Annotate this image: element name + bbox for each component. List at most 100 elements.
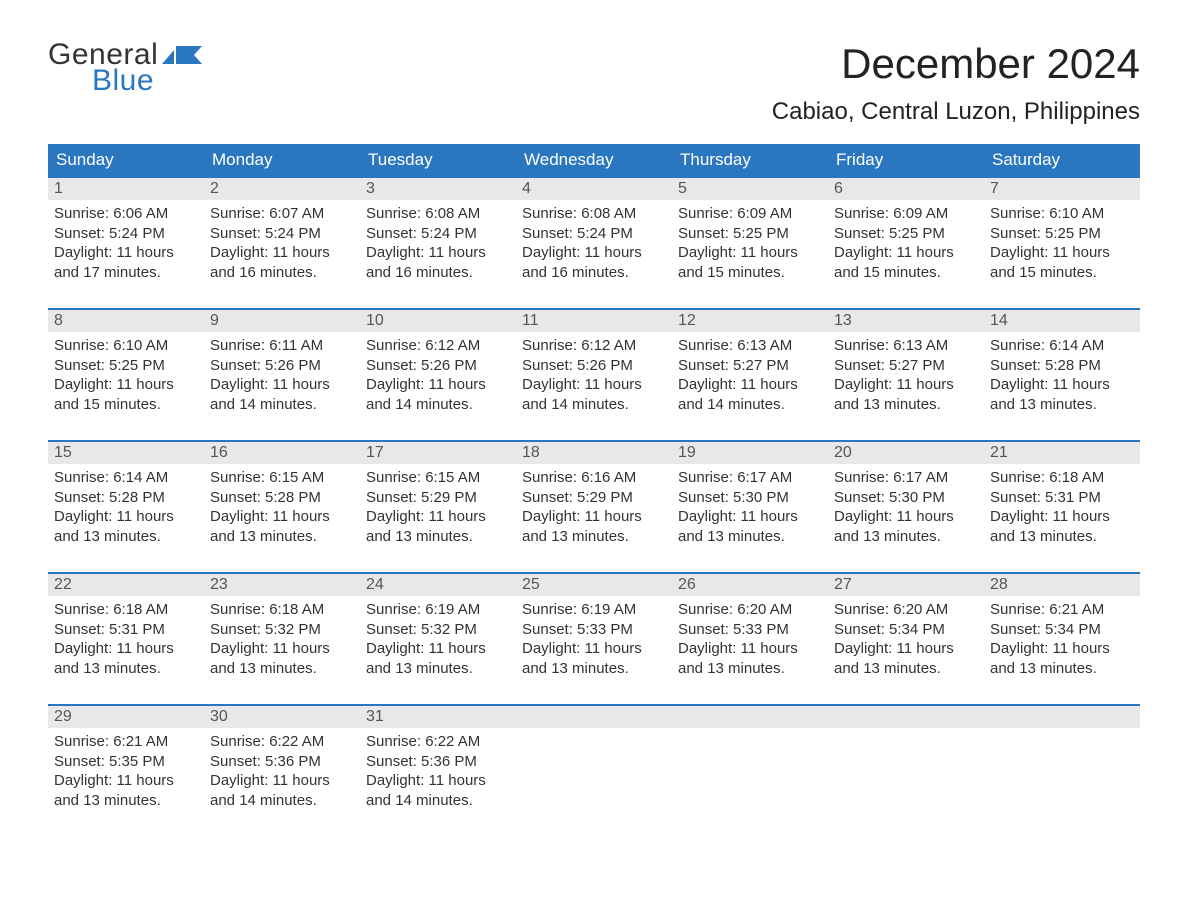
day-number: 19 xyxy=(672,442,828,464)
calendar-week: 1234567Sunrise: 6:06 AMSunset: 5:24 PMDa… xyxy=(48,176,1140,288)
day-cell: Sunrise: 6:09 AMSunset: 5:25 PMDaylight:… xyxy=(828,200,984,288)
day-cell: Sunrise: 6:13 AMSunset: 5:27 PMDaylight:… xyxy=(828,332,984,420)
sunset-text: Sunset: 5:32 PM xyxy=(210,620,354,640)
calendar-week: 22232425262728Sunrise: 6:18 AMSunset: 5:… xyxy=(48,572,1140,684)
day-cell: Sunrise: 6:19 AMSunset: 5:32 PMDaylight:… xyxy=(360,596,516,684)
day-cell: Sunrise: 6:10 AMSunset: 5:25 PMDaylight:… xyxy=(48,332,204,420)
sunrise-text: Sunrise: 6:18 AM xyxy=(210,600,354,620)
day-cell: Sunrise: 6:17 AMSunset: 5:30 PMDaylight:… xyxy=(828,464,984,552)
sunrise-text: Sunrise: 6:12 AM xyxy=(366,336,510,356)
sunset-text: Sunset: 5:26 PM xyxy=(366,356,510,376)
sunset-text: Sunset: 5:31 PM xyxy=(990,488,1134,508)
day-of-week-header: Sunday Monday Tuesday Wednesday Thursday… xyxy=(48,144,1140,176)
dow-saturday: Saturday xyxy=(984,144,1140,176)
daylight-text: Daylight: 11 hours and 14 minutes. xyxy=(366,375,510,414)
header: General Blue December 2024 Cabiao, Centr… xyxy=(48,40,1140,126)
day-number: 13 xyxy=(828,310,984,332)
day-number: 5 xyxy=(672,178,828,200)
daylight-text: Daylight: 11 hours and 13 minutes. xyxy=(366,639,510,678)
day-number: 1 xyxy=(48,178,204,200)
daylight-text: Daylight: 11 hours and 13 minutes. xyxy=(990,639,1134,678)
day-cell: Sunrise: 6:15 AMSunset: 5:28 PMDaylight:… xyxy=(204,464,360,552)
daylight-text: Daylight: 11 hours and 13 minutes. xyxy=(210,507,354,546)
day-number: 11 xyxy=(516,310,672,332)
daylight-text: Daylight: 11 hours and 13 minutes. xyxy=(54,507,198,546)
sunrise-text: Sunrise: 6:22 AM xyxy=(366,732,510,752)
day-number: 6 xyxy=(828,178,984,200)
day-number-row: 1234567 xyxy=(48,178,1140,200)
daylight-text: Daylight: 11 hours and 13 minutes. xyxy=(522,507,666,546)
day-cell: Sunrise: 6:12 AMSunset: 5:26 PMDaylight:… xyxy=(516,332,672,420)
sunrise-text: Sunrise: 6:15 AM xyxy=(366,468,510,488)
day-number: 27 xyxy=(828,574,984,596)
sunrise-text: Sunrise: 6:08 AM xyxy=(522,204,666,224)
daylight-text: Daylight: 11 hours and 14 minutes. xyxy=(210,771,354,810)
sunset-text: Sunset: 5:25 PM xyxy=(990,224,1134,244)
sunset-text: Sunset: 5:34 PM xyxy=(990,620,1134,640)
sunset-text: Sunset: 5:32 PM xyxy=(366,620,510,640)
sunset-text: Sunset: 5:24 PM xyxy=(54,224,198,244)
sunset-text: Sunset: 5:25 PM xyxy=(678,224,822,244)
sunset-text: Sunset: 5:28 PM xyxy=(990,356,1134,376)
day-cell: Sunrise: 6:15 AMSunset: 5:29 PMDaylight:… xyxy=(360,464,516,552)
daylight-text: Daylight: 11 hours and 13 minutes. xyxy=(522,639,666,678)
daylight-text: Daylight: 11 hours and 13 minutes. xyxy=(678,507,822,546)
sunrise-text: Sunrise: 6:20 AM xyxy=(678,600,822,620)
day-cell: Sunrise: 6:07 AMSunset: 5:24 PMDaylight:… xyxy=(204,200,360,288)
day-cell: Sunrise: 6:12 AMSunset: 5:26 PMDaylight:… xyxy=(360,332,516,420)
day-cell: Sunrise: 6:13 AMSunset: 5:27 PMDaylight:… xyxy=(672,332,828,420)
sunrise-text: Sunrise: 6:06 AM xyxy=(54,204,198,224)
calendar-week: 15161718192021Sunrise: 6:14 AMSunset: 5:… xyxy=(48,440,1140,552)
day-cell: Sunrise: 6:20 AMSunset: 5:33 PMDaylight:… xyxy=(672,596,828,684)
day-number: 3 xyxy=(360,178,516,200)
sunset-text: Sunset: 5:36 PM xyxy=(210,752,354,772)
day-cell: Sunrise: 6:18 AMSunset: 5:31 PMDaylight:… xyxy=(48,596,204,684)
logo: General Blue xyxy=(48,40,202,96)
day-number: 8 xyxy=(48,310,204,332)
sunset-text: Sunset: 5:30 PM xyxy=(834,488,978,508)
day-number: 14 xyxy=(984,310,1140,332)
day-number: 31 xyxy=(360,706,516,728)
day-number: 20 xyxy=(828,442,984,464)
day-cell: Sunrise: 6:17 AMSunset: 5:30 PMDaylight:… xyxy=(672,464,828,552)
sunrise-text: Sunrise: 6:19 AM xyxy=(522,600,666,620)
sunset-text: Sunset: 5:33 PM xyxy=(678,620,822,640)
daylight-text: Daylight: 11 hours and 15 minutes. xyxy=(834,243,978,282)
sunset-text: Sunset: 5:26 PM xyxy=(210,356,354,376)
sunset-text: Sunset: 5:31 PM xyxy=(54,620,198,640)
sunrise-text: Sunrise: 6:14 AM xyxy=(54,468,198,488)
sunset-text: Sunset: 5:24 PM xyxy=(210,224,354,244)
daylight-text: Daylight: 11 hours and 13 minutes. xyxy=(678,639,822,678)
day-cell: Sunrise: 6:18 AMSunset: 5:32 PMDaylight:… xyxy=(204,596,360,684)
day-number: 21 xyxy=(984,442,1140,464)
daylight-text: Daylight: 11 hours and 16 minutes. xyxy=(366,243,510,282)
day-number: 12 xyxy=(672,310,828,332)
sunrise-text: Sunrise: 6:11 AM xyxy=(210,336,354,356)
sunrise-text: Sunrise: 6:10 AM xyxy=(990,204,1134,224)
daylight-text: Daylight: 11 hours and 13 minutes. xyxy=(834,507,978,546)
sunset-text: Sunset: 5:24 PM xyxy=(366,224,510,244)
sunrise-text: Sunrise: 6:13 AM xyxy=(678,336,822,356)
day-number: 25 xyxy=(516,574,672,596)
sunrise-text: Sunrise: 6:07 AM xyxy=(210,204,354,224)
daylight-text: Daylight: 11 hours and 13 minutes. xyxy=(990,375,1134,414)
daylight-text: Daylight: 11 hours and 14 minutes. xyxy=(522,375,666,414)
daylight-text: Daylight: 11 hours and 13 minutes. xyxy=(834,639,978,678)
sunrise-text: Sunrise: 6:15 AM xyxy=(210,468,354,488)
sunset-text: Sunset: 5:25 PM xyxy=(834,224,978,244)
day-cell: Sunrise: 6:09 AMSunset: 5:25 PMDaylight:… xyxy=(672,200,828,288)
day-cell: Sunrise: 6:08 AMSunset: 5:24 PMDaylight:… xyxy=(516,200,672,288)
day-number: 24 xyxy=(360,574,516,596)
sunset-text: Sunset: 5:28 PM xyxy=(54,488,198,508)
daylight-text: Daylight: 11 hours and 16 minutes. xyxy=(210,243,354,282)
sunset-text: Sunset: 5:33 PM xyxy=(522,620,666,640)
daylight-text: Daylight: 11 hours and 15 minutes. xyxy=(54,375,198,414)
sunset-text: Sunset: 5:25 PM xyxy=(54,356,198,376)
day-cell: Sunrise: 6:14 AMSunset: 5:28 PMDaylight:… xyxy=(984,332,1140,420)
sunrise-text: Sunrise: 6:22 AM xyxy=(210,732,354,752)
daylight-text: Daylight: 11 hours and 13 minutes. xyxy=(366,507,510,546)
daylight-text: Daylight: 11 hours and 14 minutes. xyxy=(366,771,510,810)
sunset-text: Sunset: 5:34 PM xyxy=(834,620,978,640)
daylight-text: Daylight: 11 hours and 15 minutes. xyxy=(990,243,1134,282)
day-number-row: 891011121314 xyxy=(48,310,1140,332)
